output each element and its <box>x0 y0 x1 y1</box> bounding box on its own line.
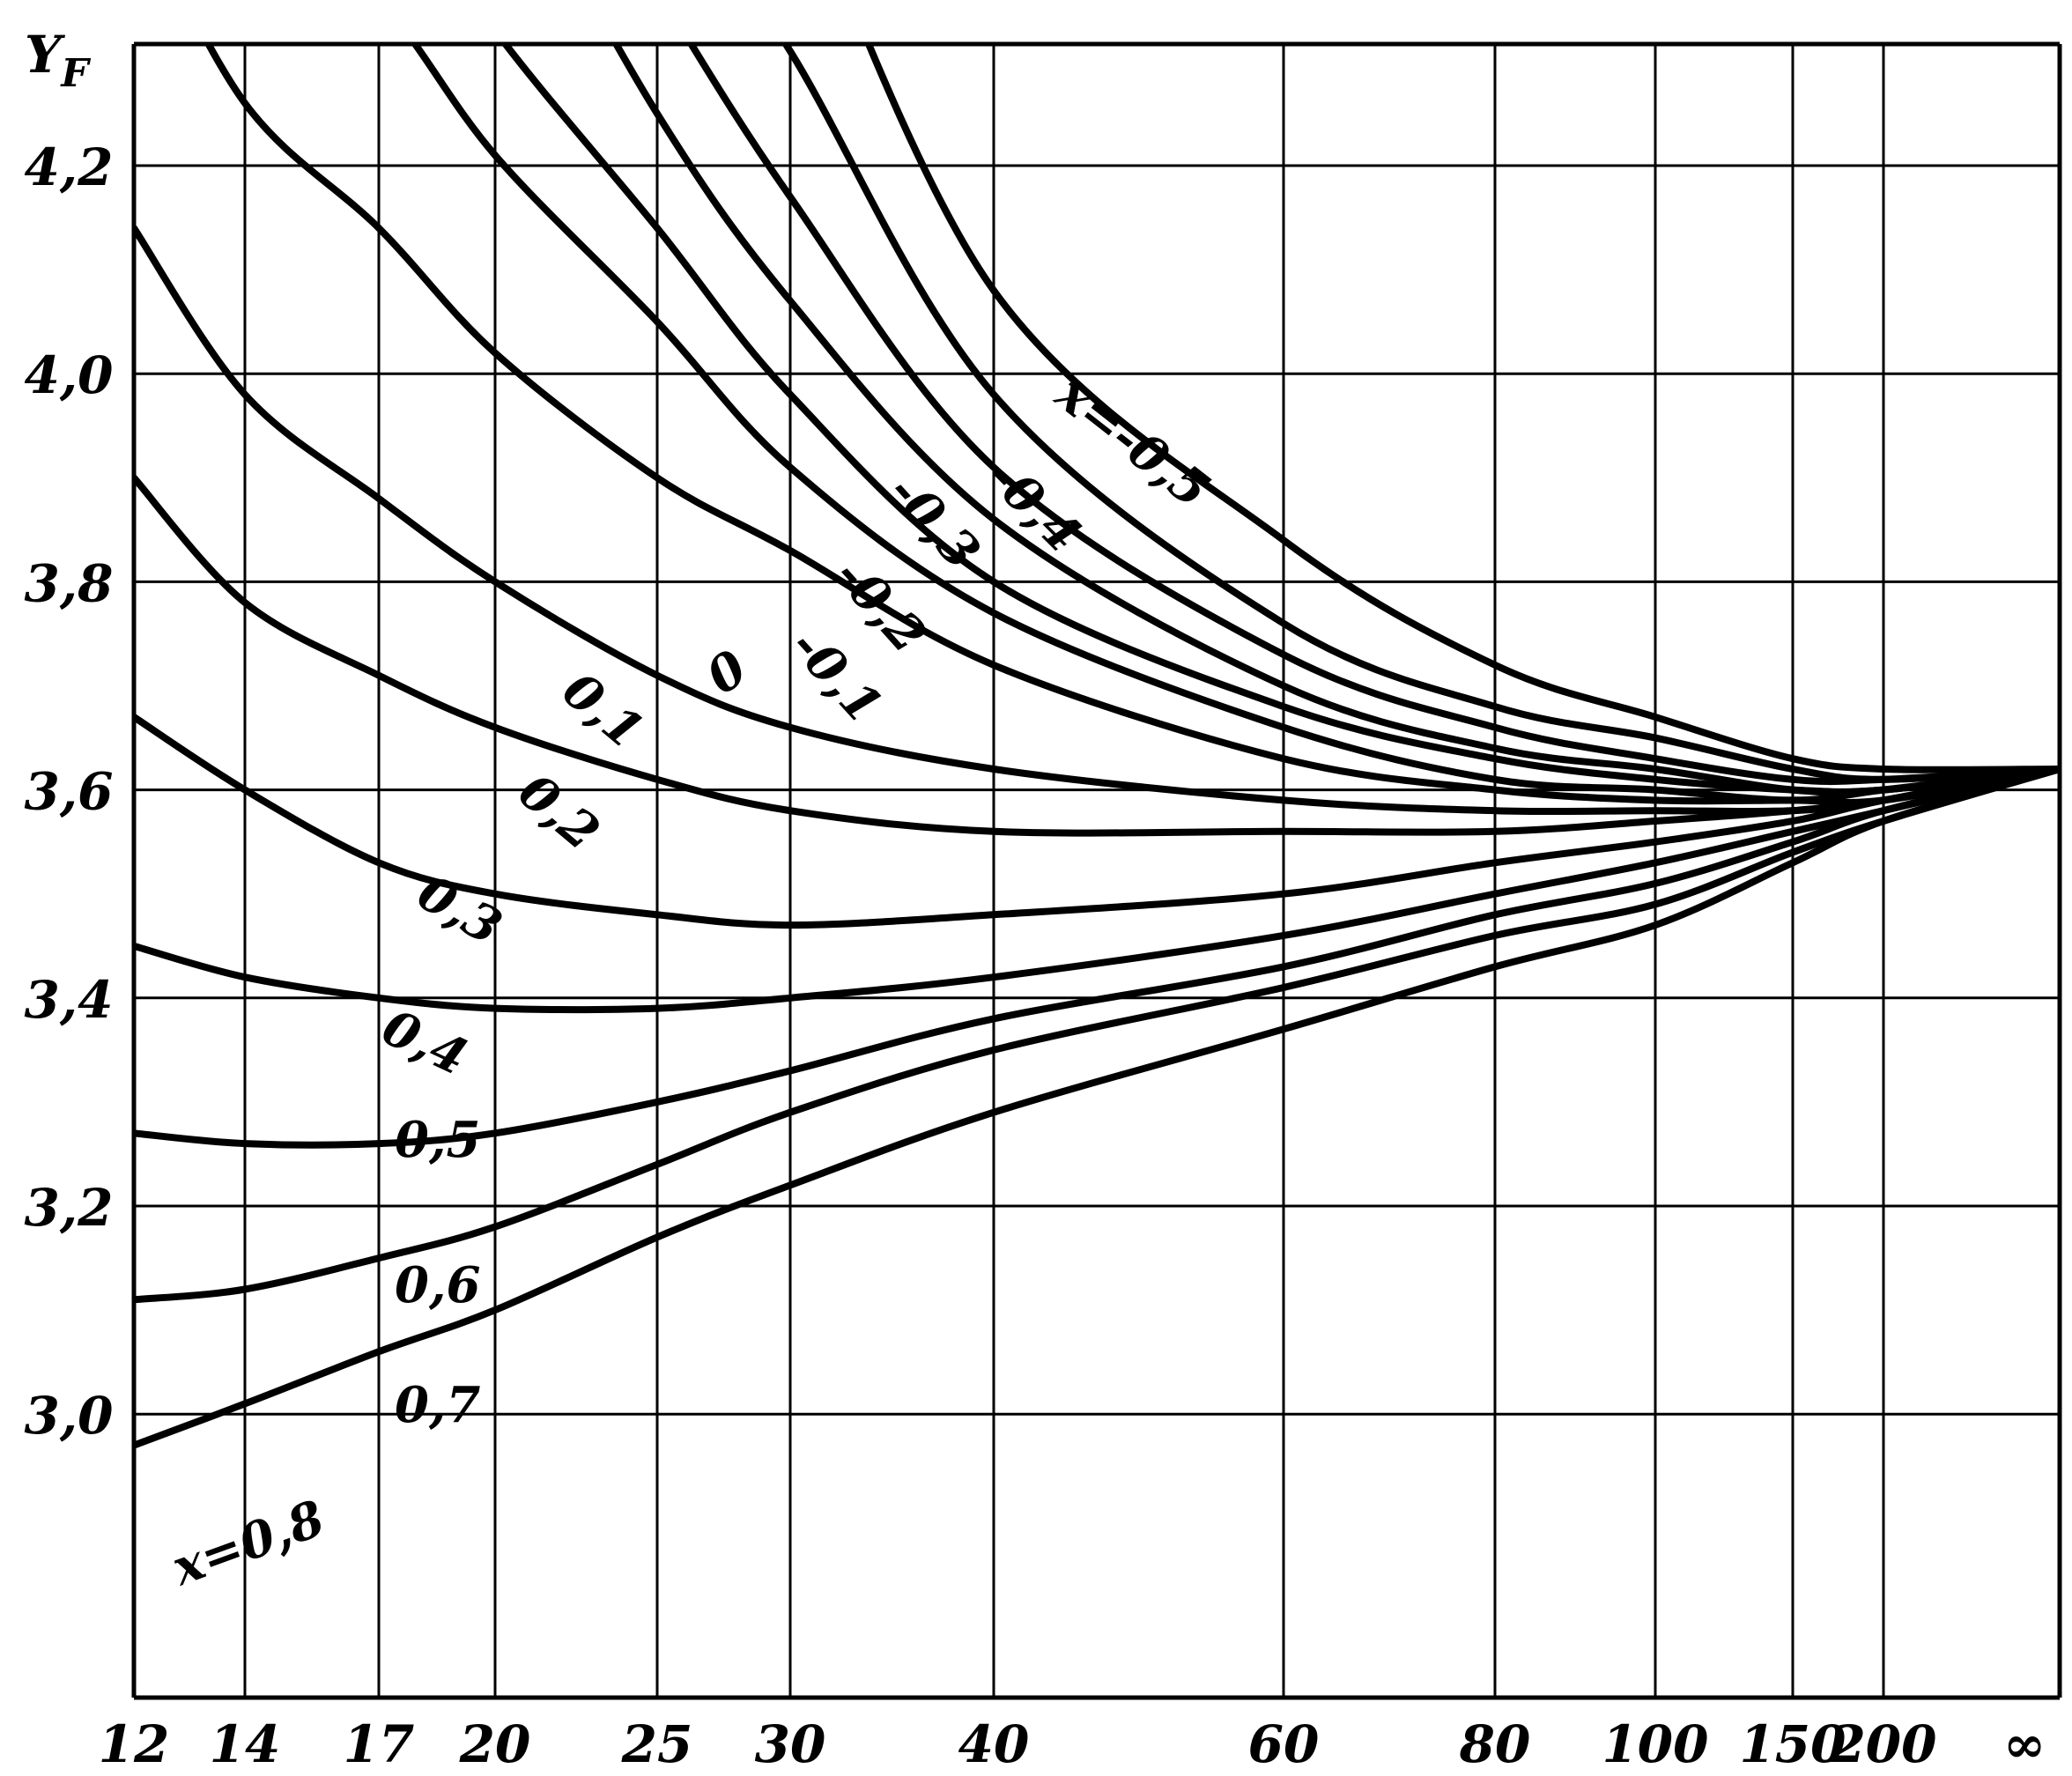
x-tick-label: 60 <box>1248 1714 1320 1774</box>
curve-2 <box>686 44 2061 786</box>
y-axis-label-sub: F <box>59 51 91 96</box>
curve-0 <box>864 44 2061 773</box>
curve-8 <box>134 474 2061 837</box>
curve-label: 0,6 <box>395 1256 480 1314</box>
curve-9 <box>134 713 2061 929</box>
curve-4 <box>500 44 2061 796</box>
curve-label: 0,2 <box>507 762 610 862</box>
curve-label: 0,5 <box>395 1111 480 1169</box>
curve-12 <box>134 766 2061 1304</box>
y-axis-label-main: Y <box>25 25 66 85</box>
curve-label: 0,1 <box>551 661 655 760</box>
x-tick-label: 14 <box>210 1714 281 1774</box>
curve-5 <box>411 44 2061 804</box>
x-tick-label: 100 <box>1602 1714 1708 1774</box>
curve-13 <box>134 766 2061 1449</box>
curve-6 <box>204 44 2061 807</box>
x-tick-label: 40 <box>958 1714 1030 1774</box>
x-tick-label: 30 <box>755 1714 826 1774</box>
y-tick-label: 4,2 <box>25 137 114 197</box>
curve-labels: x=-0,5-0,4-0,3-0,2-0,100,10,20,30,40,50,… <box>164 364 1220 1597</box>
y-tick-label: 3,6 <box>25 762 114 822</box>
y-tick-label: 3,0 <box>25 1386 114 1446</box>
curves <box>134 44 2061 1449</box>
grid <box>131 41 2062 1700</box>
curve-label: -0,3 <box>877 462 992 581</box>
curve-11 <box>134 766 2061 1149</box>
curve-label: 0,4 <box>374 998 476 1087</box>
curve-label: 0,7 <box>395 1376 480 1434</box>
x-tick-label: 80 <box>1459 1714 1531 1774</box>
y-tick-label: 3,2 <box>25 1178 114 1238</box>
x-tick-label: ∞ <box>2003 1714 2046 1774</box>
x-tick-label: 20 <box>459 1714 531 1774</box>
y-axis-label: YF <box>25 25 91 96</box>
y-tick-label: 3,4 <box>25 970 114 1030</box>
x-tick-label: 17 <box>344 1714 415 1774</box>
curve-1 <box>781 44 2061 783</box>
y-tick-label: 4,0 <box>25 345 114 405</box>
x-tick-label: 150 <box>1739 1714 1846 1774</box>
x-tick-label: 200 <box>1829 1714 1936 1774</box>
curve-label: x=0,8 <box>164 1489 332 1597</box>
y-tick-label: 3,8 <box>25 553 114 613</box>
x-tick-label: 12 <box>99 1714 170 1774</box>
curve-7 <box>134 224 2061 816</box>
curve-10 <box>134 766 2061 1014</box>
curve-label: x=-0,5 <box>1045 364 1221 519</box>
x-tick-label: 25 <box>621 1714 693 1774</box>
